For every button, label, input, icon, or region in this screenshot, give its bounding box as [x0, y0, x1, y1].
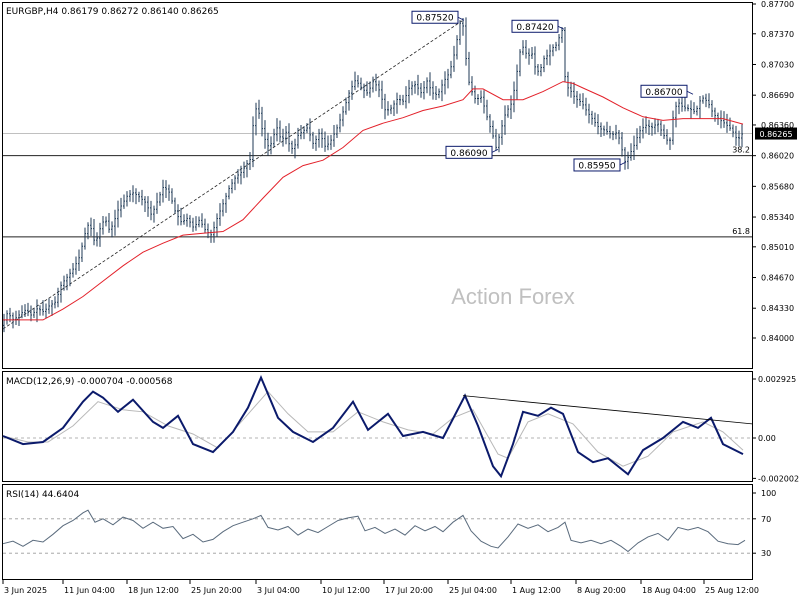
- rsi-axis-label: 100: [761, 489, 776, 498]
- rsi-line: [2, 509, 746, 553]
- price-axis-label: 0.87370: [761, 30, 794, 39]
- macd-line: [2, 374, 744, 479]
- current-price-box: [755, 127, 797, 140]
- price-trendline: [2, 19, 464, 330]
- price-axis-label: 0.85680: [761, 182, 794, 191]
- price-annotation-leader: [686, 90, 694, 95]
- price-axis-label: 0.85010: [761, 243, 794, 252]
- time-axis-label: 1 Aug 12:00: [512, 586, 561, 595]
- time-axis-label: 17 Jul 20:00: [385, 586, 433, 595]
- watermark: Action Forex: [451, 284, 575, 309]
- macd-title: MACD(12,26,9) -0.000704 -0.000568: [6, 377, 173, 387]
- macd-trendline: [462, 395, 753, 425]
- macd-signal-line: [2, 390, 744, 467]
- macd-axis-label: 0.00: [758, 434, 776, 443]
- rsi-panel: [2, 484, 753, 580]
- time-axis-label: 8 Aug 20:00: [577, 586, 626, 595]
- time-axis-label: 25 Jun 20:00: [191, 586, 242, 595]
- price-annotation-label: 0.86090: [450, 149, 487, 159]
- macd-panel: [2, 371, 753, 482]
- time-axis-label: 10 Jul 12:00: [322, 586, 370, 595]
- macd-axis-label: -0.002002: [758, 474, 799, 483]
- price-annotation-label: 0.86700: [645, 88, 682, 98]
- price-axis-label: 0.87700: [761, 0, 794, 9]
- time-axis-label: 11 Jun 04:00: [64, 586, 115, 595]
- price-axis-label: 0.84000: [761, 334, 794, 343]
- time-axis-label: 25 Jul 04:00: [449, 586, 497, 595]
- rsi-axis-label: 70: [761, 515, 771, 524]
- price-annotation-leader: [557, 25, 565, 30]
- time-axis-label: 3 Jun 2025: [4, 586, 47, 595]
- price-annotation-leader: [491, 148, 499, 153]
- price-annotation-label: 0.85950: [578, 161, 615, 171]
- price-annotation-label: 0.87520: [416, 14, 453, 24]
- price-axis-label: 0.86360: [761, 121, 794, 130]
- price-chart-title: EURGBP,H4 0.86179 0.86272 0.86140 0.8626…: [6, 7, 219, 17]
- price-axis-label: 0.86020: [761, 152, 794, 161]
- price-axis-label: 0.86690: [761, 91, 794, 100]
- price-annotation-leader: [619, 161, 627, 166]
- price-axis-label: 0.85340: [761, 213, 794, 222]
- candlestick-series: [3, 17, 743, 333]
- rsi-title: RSI(14) 44.6404: [6, 490, 79, 500]
- price-axis-label: 0.87030: [761, 60, 794, 69]
- time-axis-label: 3 Jul 04:00: [257, 586, 300, 595]
- current-price-label: 0.86265: [759, 130, 792, 139]
- time-axis-label: 18 Jun 12:00: [128, 586, 179, 595]
- fib-level-label: 61.8: [732, 227, 750, 236]
- price-axis-label: 0.84670: [761, 274, 794, 283]
- price-panel: [2, 2, 753, 369]
- fib-level-label: 38.2: [732, 146, 750, 155]
- time-axis-label: 18 Aug 04:00: [642, 586, 696, 595]
- price-annotation-label: 0.87420: [516, 23, 553, 33]
- rsi-axis-label: 30: [761, 549, 771, 558]
- macd-axis-label: 0.002925: [758, 375, 796, 384]
- price-annotation-leader: [457, 16, 465, 21]
- price-axis-label: 0.84330: [761, 304, 794, 313]
- time-axis-label: 25 Aug 12:00: [705, 586, 759, 595]
- moving-average-line: [3, 81, 744, 321]
